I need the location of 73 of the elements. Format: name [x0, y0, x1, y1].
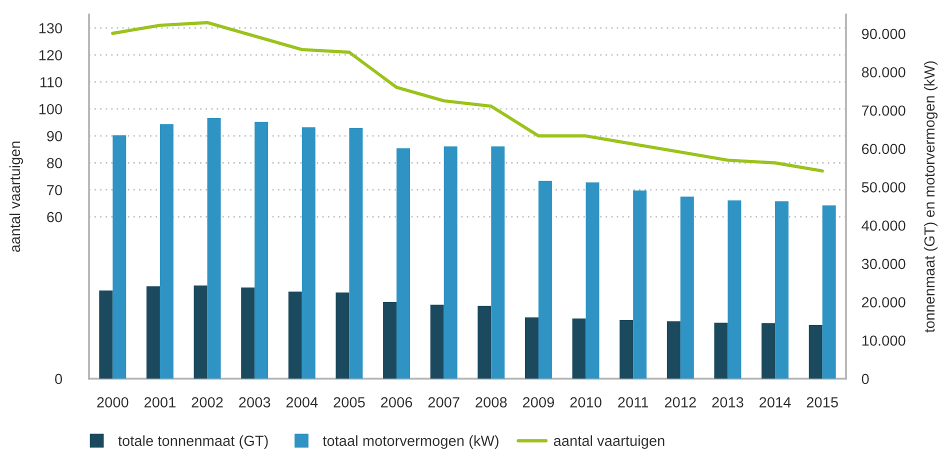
- x-tick-label: 2006: [381, 397, 412, 408]
- y-tick-label: 80: [47, 158, 62, 168]
- y2-tick-label: 10.000: [862, 335, 906, 346]
- bar: [762, 323, 776, 379]
- y2-tick-label: 50.000: [862, 182, 906, 192]
- y-tick-label: 90: [47, 131, 62, 142]
- bar: [349, 128, 363, 379]
- x-tick-label: 2011: [618, 397, 648, 408]
- x-tick-label: 2008: [476, 397, 507, 408]
- x-tick-label: 2001: [144, 397, 176, 408]
- x-tick-label: 2005: [334, 397, 365, 408]
- bar: [241, 287, 255, 379]
- y-tick-label: 120: [39, 50, 62, 60]
- bar: [586, 182, 600, 379]
- bar: [478, 306, 492, 379]
- bar: [491, 146, 505, 379]
- bar: [775, 201, 789, 379]
- bar: [808, 325, 822, 379]
- bar: [194, 286, 208, 379]
- bar: [207, 118, 221, 379]
- y-tick-label: 100: [39, 104, 62, 114]
- bar: [572, 318, 586, 379]
- bar: [633, 190, 647, 379]
- legend-label: aantal vaartuigen: [554, 435, 664, 449]
- bar: [112, 135, 126, 379]
- bar: [288, 292, 302, 379]
- bar: [430, 304, 444, 379]
- bar: [666, 321, 680, 379]
- bar: [160, 124, 174, 379]
- x-tick-label: 2015: [806, 397, 838, 408]
- y2-tick-label: 70.000: [862, 105, 906, 116]
- x-tick-label: 2009: [522, 397, 554, 408]
- y2-tick-label: 60.000: [862, 144, 906, 154]
- y2-tick-label: 40.000: [862, 220, 906, 231]
- bar: [396, 148, 410, 379]
- y2-tick-label: 30.000: [862, 258, 906, 270]
- y2-tick-label: 80.000: [862, 67, 906, 78]
- y-tick-label: 130: [39, 23, 62, 34]
- line-series: [111, 20, 824, 173]
- x-tick-label: 2013: [712, 397, 744, 408]
- bar: [302, 127, 316, 379]
- x-tick-label: 2014: [760, 397, 791, 408]
- y2-tick-label: 20.000: [862, 297, 906, 308]
- x-tick-label: 2012: [664, 397, 696, 408]
- bar: [524, 317, 538, 379]
- y2-tick-label: 0: [862, 374, 869, 384]
- bar: [680, 196, 694, 379]
- bar: [538, 180, 552, 379]
- bar: [822, 205, 836, 379]
- bar: [383, 302, 397, 379]
- y-axis-title: aantal vaartuigen: [9, 142, 24, 252]
- x-tick-label: 2010: [570, 397, 602, 408]
- bar: [620, 320, 634, 379]
- legend-label: totale tonnenmaat (GT): [118, 435, 268, 449]
- y-tick-label: 70: [47, 184, 62, 196]
- bar: [714, 322, 728, 379]
- bar: [146, 286, 160, 379]
- y2-axis-title: tonnenmaat (GT) en motorvermogen (kW): [924, 61, 938, 333]
- bar: [336, 292, 350, 379]
- bar: [728, 200, 742, 379]
- y-tick-label: 0: [55, 374, 62, 384]
- x-tick-label: 2003: [239, 397, 270, 408]
- bar: [444, 146, 458, 379]
- x-tick-label: 2000: [97, 397, 128, 408]
- y2-tick-label: 90.000: [862, 28, 906, 40]
- bar: [254, 122, 268, 379]
- y-tick-label: 110: [40, 77, 62, 88]
- y-tick-label: 60: [47, 212, 62, 222]
- bar: [99, 290, 113, 379]
- x-tick-label: 2004: [286, 397, 318, 408]
- legend-label: totaal motorvermogen (kW): [322, 435, 498, 449]
- x-tick-label: 2002: [192, 397, 223, 408]
- x-tick-label: 2007: [428, 397, 460, 408]
